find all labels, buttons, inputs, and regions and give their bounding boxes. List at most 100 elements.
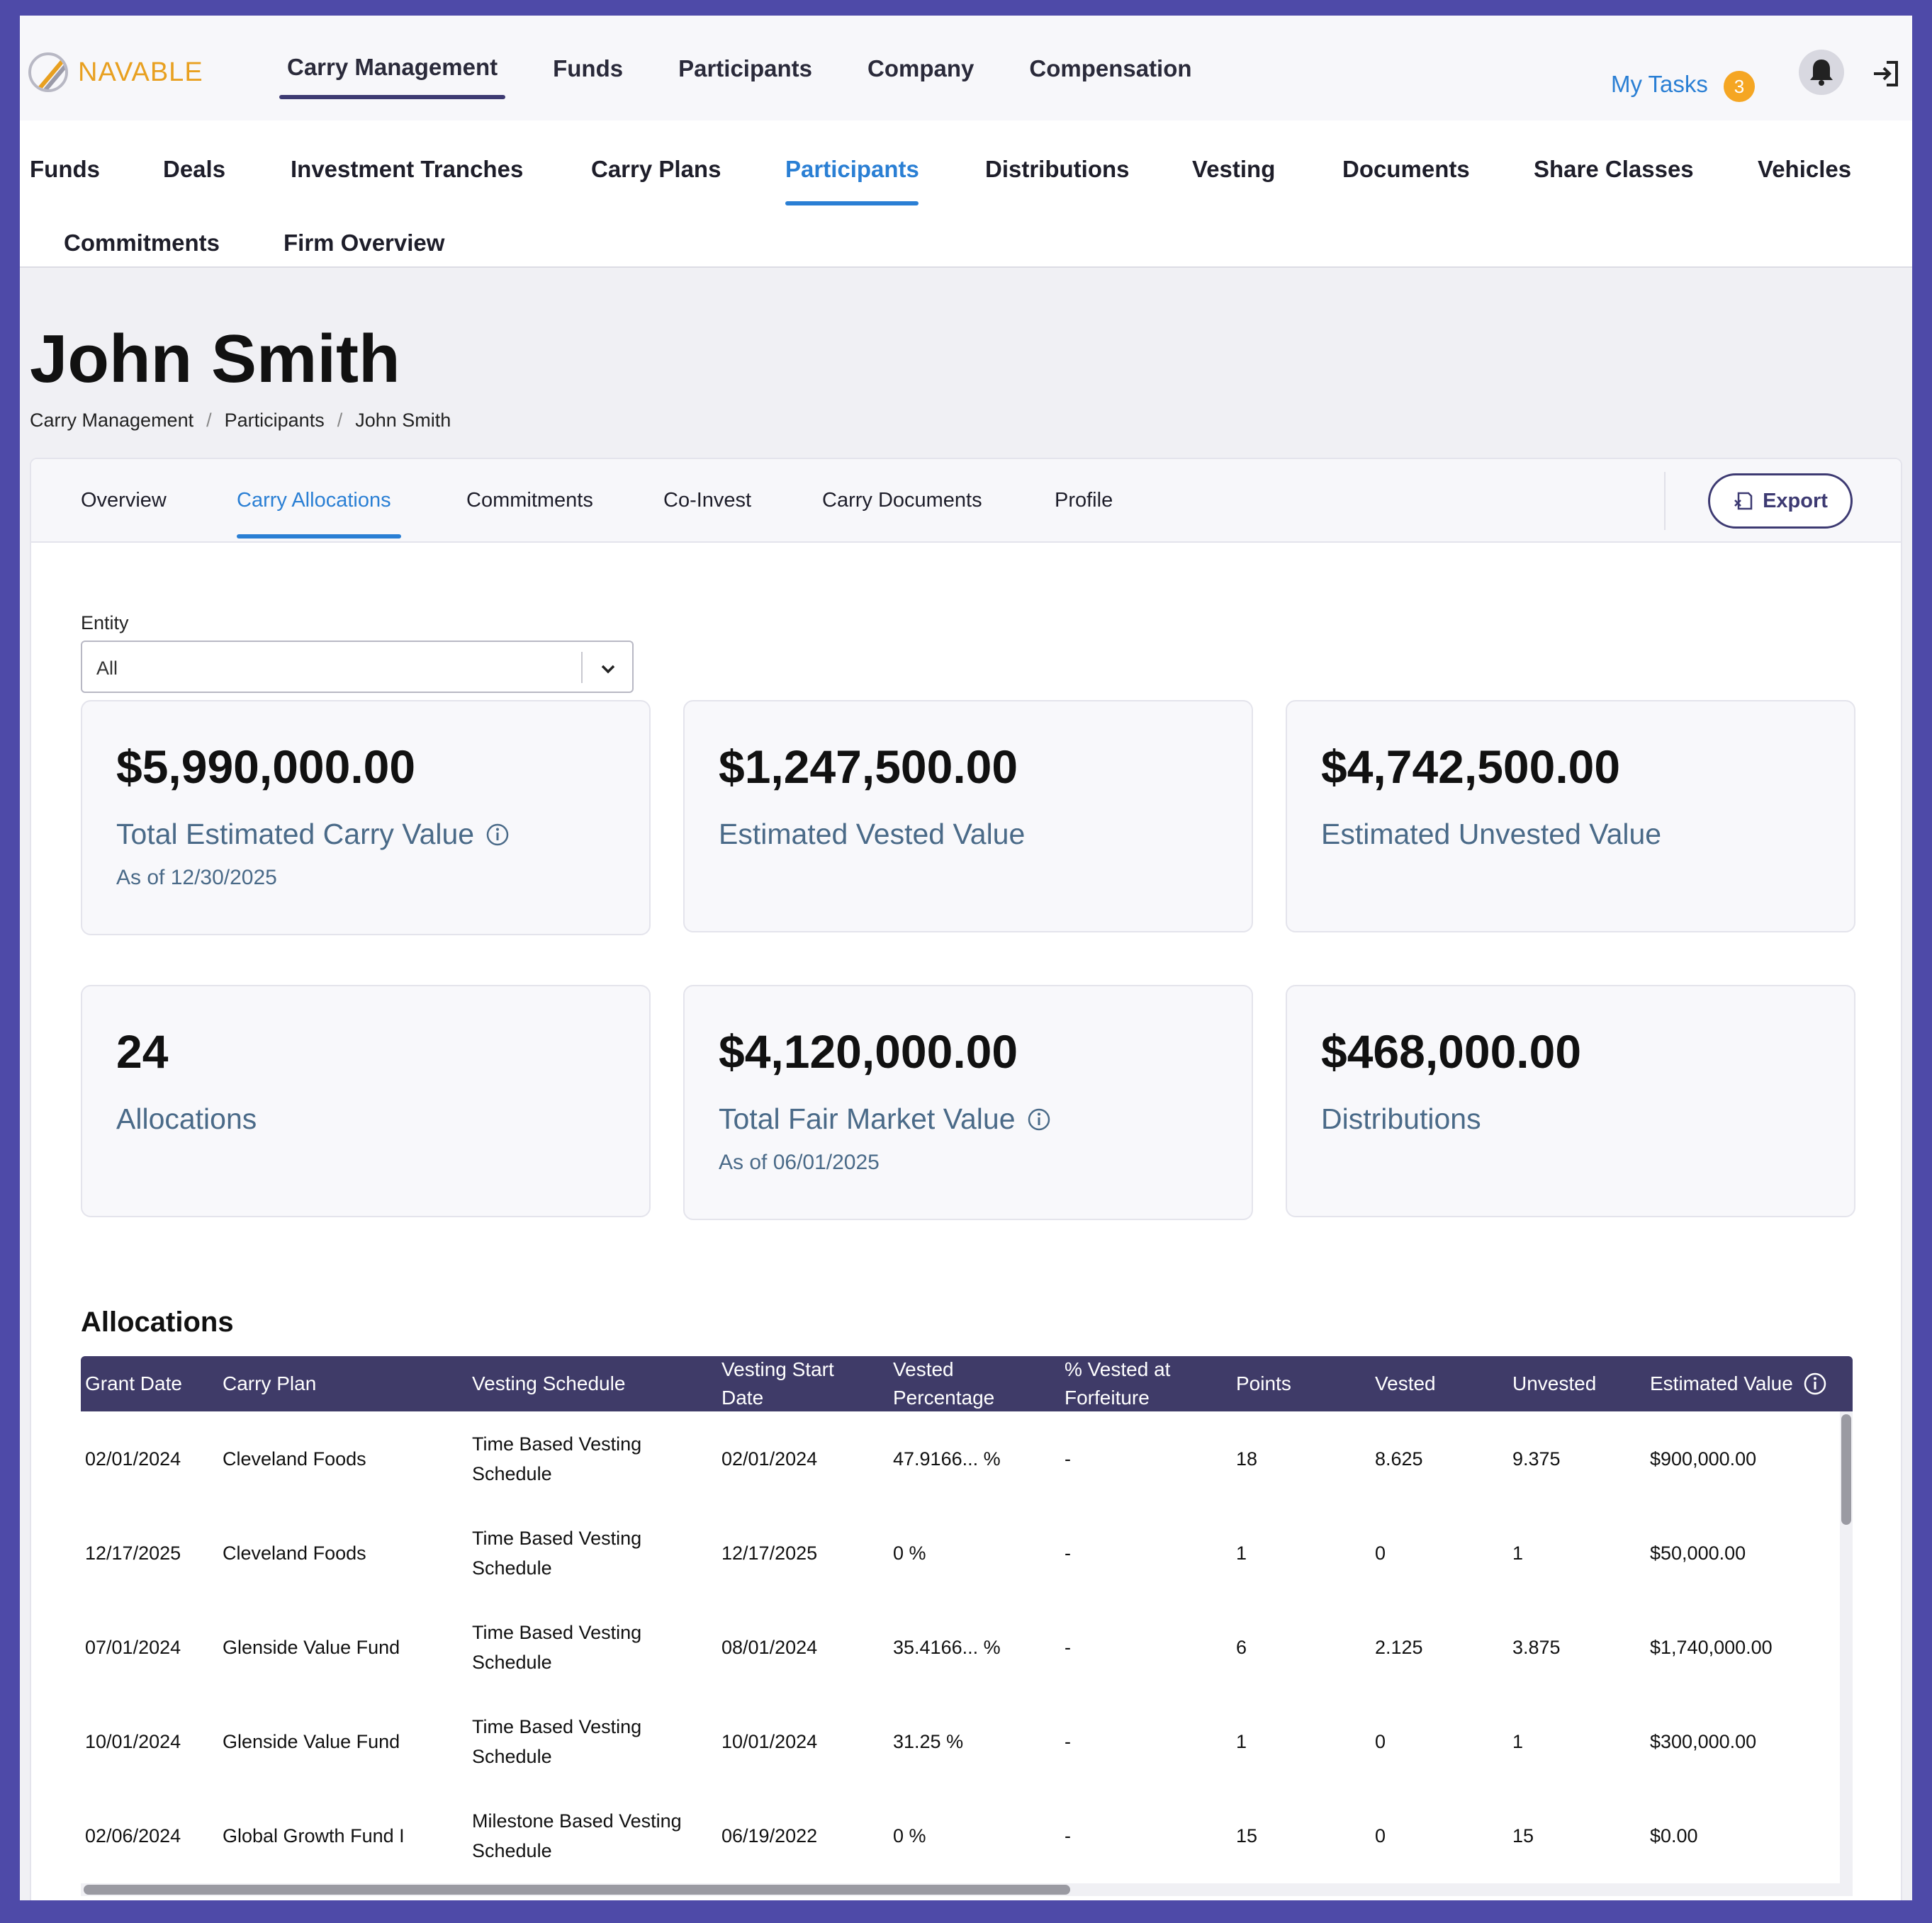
cell-vested-at-forfeiture: - [1065,1730,1071,1752]
top-nav-compensation[interactable]: Compensation [1029,55,1192,81]
vertical-scrollbar-track[interactable] [1840,1411,1853,1893]
tab-commitments[interactable]: Commitments [466,489,593,512]
cell-vesting-start-date: 12/17/2025 [721,1542,818,1564]
info-icon[interactable] [1803,1372,1827,1396]
subnav-deals[interactable]: Deals [163,156,226,182]
breadcrumb-current: John Smith [355,410,451,431]
subnav-carry-plans[interactable]: Carry Plans [591,156,721,182]
column-header-vesting-start-date[interactable]: Vesting Start Date [721,1358,834,1409]
table-header: Grant Date Carry Plan Vesting Schedule V… [81,1356,1853,1411]
subnav-firm-overview[interactable]: Firm Overview [283,230,445,256]
column-header-vested-at-forfeiture[interactable]: % Vested at Forfeiture [1065,1358,1171,1409]
column-header-vested[interactable]: Vested [1375,1372,1436,1394]
cell-points: 6 [1236,1636,1247,1658]
subnav-vesting[interactable]: Vesting [1192,156,1276,182]
cell-points: 15 [1236,1825,1258,1846]
top-nav-funds[interactable]: Funds [553,55,624,81]
info-icon[interactable] [485,823,510,847]
logout-icon[interactable] [1871,60,1899,88]
subnav-participants[interactable]: Participants [785,156,919,182]
chevron-down-icon[interactable] [598,659,618,679]
card-value: $4,120,000.00 [719,1025,1018,1078]
my-tasks-link[interactable]: My Tasks [1611,71,1708,97]
column-header-vesting-schedule[interactable]: Vesting Schedule [472,1372,626,1394]
breadcrumb: Carry Management / Participants / John S… [30,410,451,432]
subnav-documents[interactable]: Documents [1342,156,1470,182]
breadcrumb-participants[interactable]: Participants [224,410,325,431]
cell-vesting-start-date: 02/01/2024 [721,1448,818,1470]
vertical-scrollbar-thumb[interactable] [1841,1414,1851,1525]
cell-vesting-schedule: Time Based Vesting Schedule [472,1715,642,1767]
table-row[interactable]: 12/17/2025 Cleveland Foods Time Based Vest… [81,1506,1831,1600]
export-label: Export [1763,489,1828,512]
cell-estimated-value: $300,000.00 [1650,1730,1757,1752]
top-nav-participants[interactable]: Participants [678,55,812,81]
cell-vested: 0 [1375,1730,1386,1752]
subnav-investment-tranches[interactable]: Investment Tranches [291,156,524,182]
cell-estimated-value: $900,000.00 [1650,1448,1757,1470]
horizontal-scrollbar-thumb[interactable] [84,1885,1070,1895]
breadcrumb-carry-management[interactable]: Carry Management [30,410,194,431]
cell-vested-percentage: 0 % [893,1825,926,1846]
column-header-grant-date[interactable]: Grant Date [85,1372,182,1394]
tabs-bar: Overview Carry Allocations Commitments C… [31,459,1901,543]
cell-vested-at-forfeiture: - [1065,1636,1071,1658]
cell-grant-date: 02/06/2024 [85,1825,181,1846]
page-title: John Smith [30,321,400,397]
tab-overview[interactable]: Overview [81,489,167,512]
table-row[interactable]: 02/01/2024 Cleveland Foods Time Based Vest… [81,1411,1831,1506]
card-value: $1,247,500.00 [719,740,1018,793]
export-button[interactable]: Export [1708,473,1853,529]
column-header-estimated-value[interactable]: Estimated Value [1650,1356,1827,1411]
cell-points: 1 [1236,1730,1247,1752]
subnav-funds[interactable]: Funds [30,156,100,182]
notifications-button[interactable] [1799,50,1844,95]
cell-unvested: 3.875 [1512,1636,1561,1658]
cell-vested-percentage: 0 % [893,1542,926,1564]
tab-active-indicator [237,534,401,538]
cell-points: 18 [1236,1448,1258,1470]
tabs-divider [1664,472,1666,530]
table-row[interactable]: 02/06/2024 Global Growth Fund I Milestone … [81,1788,1831,1883]
top-nav-carry-management[interactable]: Carry Management [259,16,525,120]
cell-vested: 0 [1375,1542,1386,1564]
tab-carry-documents[interactable]: Carry Documents [822,489,982,512]
cell-vesting-start-date: 06/19/2022 [721,1825,818,1846]
subnav-commitments[interactable]: Commitments [64,230,220,256]
card-as-of-date: As of 06/01/2025 [719,1151,880,1174]
cell-unvested: 1 [1512,1542,1524,1564]
info-icon[interactable] [1027,1107,1051,1132]
top-nav-company[interactable]: Company [867,55,975,81]
card-label: Total Estimated Carry Value [116,818,510,851]
card-label-text: Total Estimated Carry Value [116,818,475,850]
cell-carry-plan: Glenside Value Fund [223,1636,400,1658]
table-row[interactable]: 07/01/2024 Glenside Value Fund Time Based … [81,1600,1831,1694]
table-row[interactable]: 10/01/2024 Glenside Value Fund Time Based … [81,1694,1831,1788]
cell-carry-plan: Glenside Value Fund [223,1730,400,1752]
tab-co-invest[interactable]: Co-Invest [663,489,752,512]
cell-points: 1 [1236,1542,1247,1564]
app-window: NAVABLE Carry Management Funds Participa… [20,16,1912,1900]
tab-carry-allocations[interactable]: Carry Allocations [237,489,391,512]
column-header-unvested[interactable]: Unvested [1512,1372,1597,1394]
cell-vesting-schedule: Time Based Vesting Schedule [472,1433,642,1484]
entity-select[interactable]: All [81,641,634,693]
card-estimated-unvested-value: $4,742,500.00 Estimated Unvested Value [1286,700,1855,932]
cell-unvested: 1 [1512,1730,1524,1752]
allocations-title: Allocations [81,1307,234,1338]
logo[interactable]: NAVABLE [28,52,203,92]
cell-unvested: 9.375 [1512,1448,1561,1470]
card-label: Distributions [1321,1103,1481,1135]
card-as-of-date: As of 12/30/2025 [116,866,277,889]
column-header-points[interactable]: Points [1236,1372,1291,1394]
column-header-carry-plan[interactable]: Carry Plan [223,1372,317,1394]
column-header-vested-percentage[interactable]: Vested Percentage [893,1358,995,1409]
cell-estimated-value: $1,740,000.00 [1650,1636,1773,1658]
card-label: Total Fair Market Value [719,1103,1051,1136]
subnav-distributions[interactable]: Distributions [985,156,1130,182]
tab-profile[interactable]: Profile [1055,489,1113,512]
cell-vested-at-forfeiture: - [1065,1448,1071,1470]
cell-vesting-start-date: 10/01/2024 [721,1730,818,1752]
subnav-share-classes[interactable]: Share Classes [1534,156,1694,182]
subnav-vehicles[interactable]: Vehicles [1758,156,1852,182]
